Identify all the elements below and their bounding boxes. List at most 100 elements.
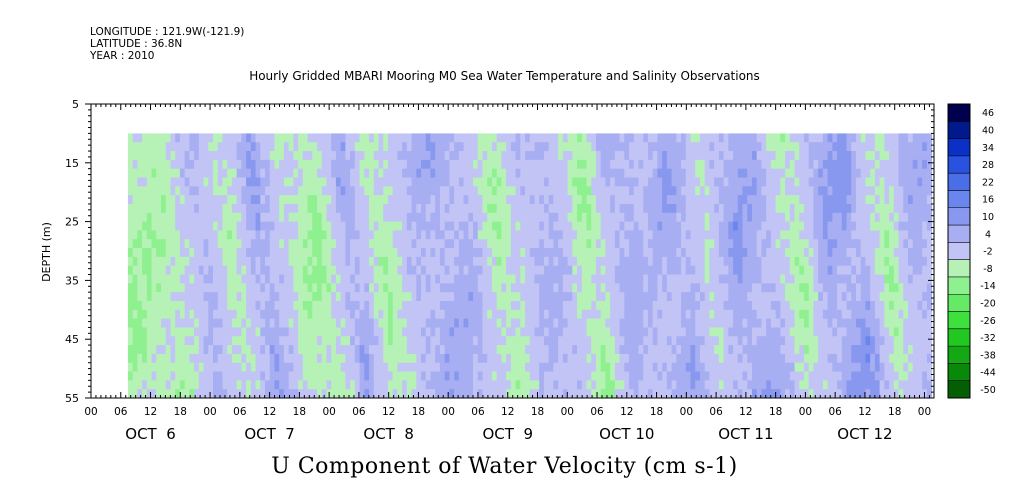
heat-cell: [860, 159, 866, 170]
heat-cell: [411, 380, 417, 390]
heat-cell: [265, 345, 271, 355]
heat-cell: [733, 256, 739, 267]
heat-cell: [728, 371, 734, 381]
heat-cell: [662, 186, 668, 196]
heat-cell: [421, 292, 427, 302]
heat-cell: [364, 345, 370, 355]
heat-cell: [756, 230, 762, 240]
heat-cell: [364, 327, 370, 337]
heat-cell: [458, 133, 465, 143]
heat-cell: [331, 133, 337, 143]
heat-cell: [411, 168, 417, 178]
heat-cell: [373, 168, 379, 178]
heat-cell: [714, 212, 720, 223]
heat-cell: [605, 283, 611, 293]
heat-cell: [179, 151, 186, 161]
heat-cell: [822, 292, 829, 302]
heat-cell: [425, 177, 431, 187]
heat-cell: [354, 318, 361, 328]
heat-cell: [373, 186, 379, 196]
heat-cell: [633, 336, 639, 346]
heat-cell: [317, 327, 323, 337]
heat-cell: [241, 309, 247, 320]
heat-cell: [572, 239, 578, 249]
heat-cell: [359, 151, 365, 161]
heat-cell: [151, 292, 157, 302]
heat-cell: [288, 212, 294, 223]
heat-cell: [156, 353, 162, 364]
heat-cell: [449, 389, 455, 399]
heat-cell: [799, 327, 805, 337]
heat-cell: [893, 309, 900, 320]
heat-cell: [156, 265, 162, 276]
heat-cell: [742, 159, 748, 170]
heat-cell: [884, 133, 890, 143]
heat-cell: [657, 239, 663, 249]
heat-cell: [468, 300, 474, 311]
heat-cell: [269, 336, 275, 346]
heat-cell: [165, 283, 171, 293]
heat-cell: [213, 274, 219, 284]
heat-cell: [491, 142, 498, 152]
heat-cell: [208, 362, 214, 373]
heat-cell: [785, 274, 791, 284]
heat-cell: [543, 327, 550, 337]
heat-cell: [194, 230, 200, 240]
heat-cell: [572, 283, 578, 293]
heat-cell: [733, 353, 739, 364]
heat-cell: [510, 186, 517, 196]
heat-cell: [614, 203, 621, 214]
heat-cell: [695, 142, 701, 152]
heat-cell: [335, 195, 342, 205]
heat-cell: [851, 159, 857, 170]
heat-cell: [354, 203, 361, 214]
heat-cell: [501, 345, 507, 355]
heat-cell: [567, 265, 573, 276]
heat-cell: [775, 239, 781, 249]
heat-cell: [350, 239, 356, 249]
heat-cell: [662, 353, 668, 364]
heat-cell: [912, 239, 918, 249]
heat-cell: [359, 318, 365, 328]
heat-cell: [501, 274, 507, 284]
heat-cell: [690, 230, 696, 240]
heat-cell: [662, 159, 668, 170]
heat-cell: [714, 230, 720, 240]
heat-cell: [562, 345, 569, 355]
heat-cell: [298, 389, 304, 399]
heat-cell: [146, 159, 153, 170]
heat-cell: [279, 221, 285, 231]
heat-cell: [260, 230, 266, 240]
heat-cell: [666, 212, 673, 223]
heat-cell: [515, 327, 521, 337]
heat-cell: [898, 203, 904, 214]
heat-cell: [510, 300, 517, 311]
heat-cell: [383, 168, 389, 178]
heat-cell: [567, 353, 573, 364]
heat-cell: [709, 362, 715, 373]
heat-cell: [397, 292, 403, 302]
heat-cell: [515, 371, 521, 381]
heat-cell: [142, 327, 148, 337]
heat-cell: [293, 309, 299, 320]
heat-cell: [501, 239, 507, 249]
heat-cell: [629, 239, 635, 249]
heat-cell: [208, 336, 214, 346]
heat-cell: [482, 283, 488, 293]
heat-cell: [369, 327, 375, 337]
heat-cell: [822, 265, 829, 276]
heat-cell: [170, 159, 176, 170]
heat-cell: [818, 345, 824, 355]
heat-cell: [685, 274, 692, 284]
heat-cell: [699, 292, 706, 302]
heat-cell: [402, 283, 408, 293]
heat-cell: [562, 327, 569, 337]
heat-cell: [397, 389, 403, 399]
heat-cell: [515, 256, 521, 267]
heat-cell: [326, 239, 332, 249]
heat-cell: [274, 248, 280, 258]
heat-cell: [227, 389, 233, 399]
heat-cell: [213, 195, 219, 205]
heat-cell: [307, 336, 313, 346]
heat-cell: [605, 248, 611, 258]
